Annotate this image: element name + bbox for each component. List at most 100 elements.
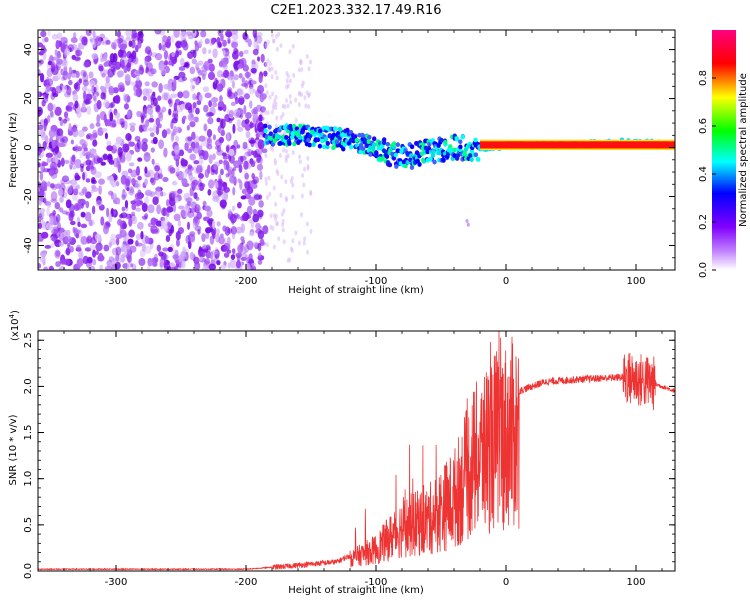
heatmap-cell: [121, 59, 125, 70]
heatmap-cell: [185, 31, 193, 36]
heatmap-cell: [186, 221, 191, 230]
heatmap-cell: [179, 57, 185, 67]
heatmap-cell: [38, 124, 44, 131]
heatmap-cell: [150, 132, 155, 138]
heatmap-cell: [129, 186, 135, 194]
heatmap-cell: [128, 122, 136, 127]
heatmap-cell: [144, 245, 152, 254]
heatmap-cell: [224, 226, 231, 236]
heatmap-cell: [144, 196, 149, 205]
heatmap-cell: [306, 155, 310, 161]
heatmap-cell: [341, 146, 346, 152]
heatmap-cell: [110, 233, 116, 241]
heatmap-cell: [91, 85, 95, 94]
heatmap-cell: [85, 30, 92, 37]
heatmap-cell: [216, 145, 222, 153]
heatmap-cell: [387, 162, 393, 168]
heatmap-cell: [61, 210, 68, 215]
colorbar-gradient: [712, 30, 736, 270]
heatmap-cell: [52, 209, 57, 216]
heatmap-cell: [47, 30, 51, 37]
heatmap-cell: [56, 52, 62, 59]
heatmap-cell: [72, 164, 77, 170]
heatmap-cell: [345, 127, 350, 133]
heatmap-cell: [77, 129, 85, 138]
heatmap-cell: [228, 110, 234, 118]
heatmap-cell: [55, 58, 63, 65]
heatmap-cell: [220, 233, 224, 238]
heatmap-cell: [92, 139, 98, 147]
heatmap-cell: [212, 190, 220, 200]
heatmap-cell: [366, 139, 372, 145]
heatmap-cell: [255, 156, 261, 164]
heatmap-cell: [110, 66, 116, 73]
heatmap-cell: [200, 252, 206, 258]
heatmap-cell: [299, 58, 303, 64]
heatmap-cell: [155, 125, 160, 135]
heatmap-cell: [203, 61, 211, 71]
heatmap-cell: [51, 139, 58, 148]
heatmap-cell: [106, 259, 113, 267]
heatmap-cell: [272, 244, 276, 250]
heatmap-cell: [141, 202, 148, 213]
heatmap-cell: [116, 30, 122, 38]
heatmap-cell: [361, 146, 366, 152]
heatmap-cell: [248, 86, 255, 95]
heatmap-cell: [185, 197, 193, 203]
heatmap-cell: [154, 53, 163, 61]
heatmap-cell: [302, 240, 306, 246]
heatmap-cell: [142, 95, 147, 101]
heatmap-cell: [303, 95, 307, 101]
heatmap-cell: [38, 212, 43, 219]
heatmap-cell: [263, 123, 268, 129]
heatmap-cell: [43, 122, 47, 132]
heatmap-cell: [205, 231, 210, 240]
heatmap-cell: [98, 252, 104, 262]
heatmap-cell: [252, 176, 260, 184]
heatmap-cell: [153, 171, 160, 181]
heatmap-cell: [38, 199, 42, 206]
heatmap-cell: [116, 198, 121, 205]
heatmap-cell: [158, 42, 162, 51]
heatmap-cell: [78, 159, 82, 165]
heatmap-cell: [120, 244, 127, 250]
heatmap-cell: [268, 191, 272, 197]
heatmap-cell: [67, 102, 74, 107]
heatmap-cell: [48, 169, 54, 175]
heatmap-cell: [64, 159, 70, 164]
heatmap-cell: [175, 238, 180, 247]
heatmap-cell: [92, 129, 98, 140]
heatmap-cell: [268, 94, 272, 100]
heatmap-cell: [56, 151, 62, 159]
heatmap-cell: [148, 117, 155, 123]
heatmap-cell: [187, 136, 193, 142]
heatmap-cell: [167, 35, 171, 43]
heatmap-cell: [147, 107, 154, 116]
heatmap-cell: [61, 84, 68, 93]
heatmap-cell: [181, 178, 188, 186]
heatmap-cell: [196, 100, 202, 106]
heatmap-cell: [121, 194, 127, 200]
heatmap-cell: [233, 47, 238, 55]
heatmap-cell: [98, 178, 105, 185]
heatmap-cell: [115, 181, 120, 187]
heatmap-cell: [288, 123, 293, 129]
heatmap-cell: [187, 240, 192, 250]
heatmap-cell: [256, 163, 264, 171]
heatmap-cell: [47, 102, 54, 112]
heatmap-cell: [204, 169, 210, 178]
heatmap-cell: [180, 157, 186, 165]
heatmap-cell: [249, 160, 256, 165]
heatmap-cell: [71, 178, 76, 188]
heatmap-cell: [237, 244, 244, 254]
heatmap-cell: [155, 105, 161, 113]
heatmap-cell: [140, 115, 144, 124]
heatmap-cell: [206, 244, 211, 251]
heatmap-cell: [154, 165, 160, 172]
snr-x-tick-label: 0: [503, 577, 509, 588]
heatmap-cell: [301, 80, 305, 86]
heatmap-cell: [207, 71, 216, 81]
heatmap-cell: [158, 111, 163, 119]
heatmap-cell: [76, 216, 81, 223]
heatmap-cell: [264, 153, 268, 159]
